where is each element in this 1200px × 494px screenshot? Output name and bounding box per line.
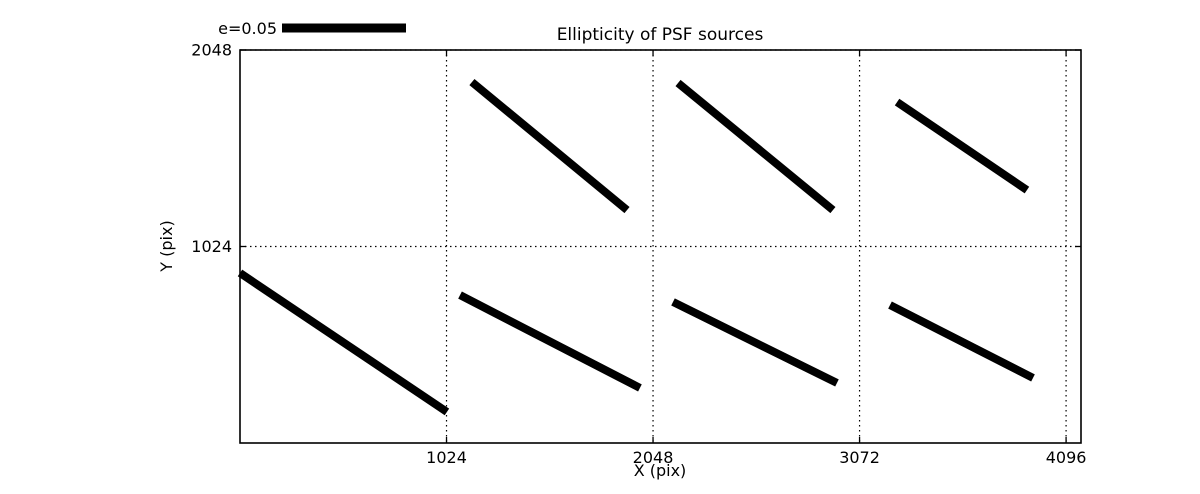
y-tick-label-1024: 1024 bbox=[191, 237, 232, 256]
whisker-segment-7 bbox=[888, 301, 1035, 382]
x-tick-label-4096: 4096 bbox=[1046, 448, 1087, 467]
legend-label: e=0.05 bbox=[218, 19, 277, 38]
gridlines bbox=[240, 49, 1081, 443]
x-tick-label-2048: 2048 bbox=[633, 448, 674, 467]
y-tick-labels: 1024 2048 bbox=[191, 41, 232, 257]
y-axis-label: Y (pix) bbox=[157, 220, 176, 272]
whisker-segment-1 bbox=[469, 78, 630, 214]
x-axis-label: X (pix) bbox=[634, 461, 687, 480]
whisker-segment-5 bbox=[458, 291, 642, 392]
whisker-segment-2 bbox=[675, 79, 836, 214]
y-tick-label-2048: 2048 bbox=[191, 41, 232, 60]
whisker-segment-4 bbox=[237, 269, 450, 416]
tick-marks bbox=[240, 49, 1081, 443]
x-tick-labels: 1024 2048 3072 4096 bbox=[426, 448, 1086, 467]
whisker-segment-3 bbox=[894, 98, 1030, 194]
whisker-segment-6 bbox=[671, 298, 839, 387]
x-tick-label-3072: 3072 bbox=[839, 448, 880, 467]
x-tick-label-1024: 1024 bbox=[426, 448, 467, 467]
chart-title: Ellipticity of PSF sources bbox=[557, 25, 764, 45]
whisker-segments bbox=[237, 78, 1035, 416]
